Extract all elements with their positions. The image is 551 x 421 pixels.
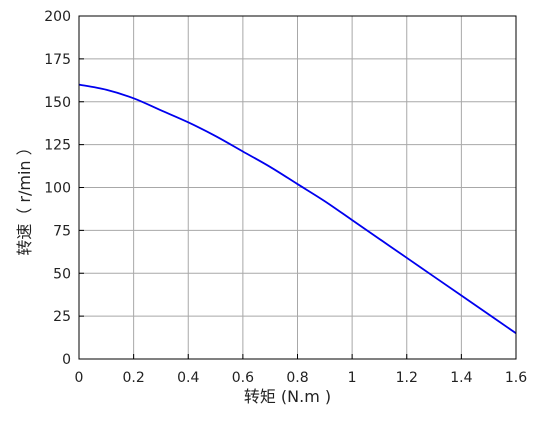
y-tick-label: 50 bbox=[53, 266, 71, 282]
x-axis-label: 转矩 (N.m ) bbox=[244, 387, 331, 406]
x-tick-label: 0.4 bbox=[177, 370, 199, 386]
series-line-0 bbox=[78, 83, 517, 335]
y-tick-label: 150 bbox=[44, 95, 71, 111]
x-tick-label: 1.4 bbox=[450, 370, 472, 386]
x-tick-label: 1.2 bbox=[396, 370, 418, 386]
grid bbox=[78, 15, 517, 360]
y-axis-label: 转速（ r/min ） bbox=[15, 139, 34, 255]
y-tick-label: 25 bbox=[53, 309, 71, 325]
x-tick-label: 1 bbox=[348, 370, 357, 386]
y-tick-label: 175 bbox=[44, 52, 71, 68]
x-tick-label: 0 bbox=[75, 370, 84, 386]
x-tick-label: 0.8 bbox=[286, 370, 308, 386]
x-tick-label: 0.2 bbox=[122, 370, 144, 386]
x-tick-label: 0.6 bbox=[232, 370, 254, 386]
x-tick-label: 1.6 bbox=[505, 370, 527, 386]
tick-labels: 0 0.2 0.4 0.6 0.8 1 1.2 1.4 1.6 0 25 50 75 100 125 150 1… bbox=[44, 9, 527, 386]
y-tick-label: 75 bbox=[53, 223, 71, 239]
series-layer bbox=[78, 83, 517, 335]
y-tick-label: 0 bbox=[62, 352, 71, 368]
y-tick-label: 100 bbox=[44, 181, 71, 197]
y-tick-label: 200 bbox=[44, 9, 71, 25]
y-tick-label: 125 bbox=[44, 138, 71, 154]
